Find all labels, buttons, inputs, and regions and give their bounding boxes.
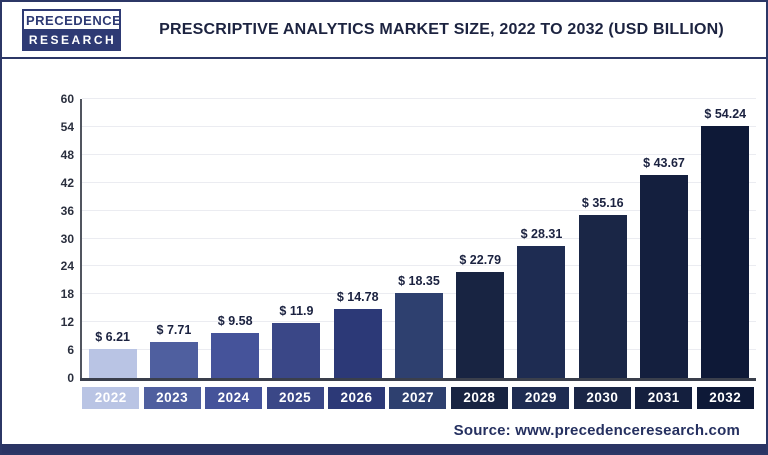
gridline <box>82 153 756 155</box>
x-axis-label-2030: 2030 <box>573 386 631 409</box>
bar-slot: $ 11.9 <box>266 99 327 378</box>
header: PRECEDENCE RESEARCH PRESCRIPTIVE ANALYTI… <box>2 2 766 59</box>
y-axis-tick-label: 12 <box>60 315 74 330</box>
bar-2026 <box>333 309 382 378</box>
x-axis-label-slot: 2026 <box>326 386 387 409</box>
gridline <box>82 181 756 183</box>
bar-2024 <box>211 333 260 378</box>
bar-2022 <box>88 349 137 378</box>
bar-slot: $ 9.58 <box>205 99 266 378</box>
gridline <box>82 98 756 99</box>
bar-value-label: $ 7.71 <box>156 323 192 338</box>
y-axis-tick-label: 36 <box>60 203 74 218</box>
precedence-research-logo: PRECEDENCE RESEARCH <box>22 8 121 51</box>
x-axis-label-2026: 2026 <box>328 386 386 409</box>
bar-value-label: $ 35.16 <box>581 195 624 210</box>
bar-value-label: $ 9.58 <box>217 314 253 329</box>
x-axis-label-slot: 2032 <box>695 386 756 409</box>
bar-2030 <box>578 214 627 378</box>
x-axis-label-slot: 2024 <box>203 386 264 409</box>
bar-value-label: $ 28.31 <box>520 227 563 242</box>
bar-slot: $ 7.71 <box>143 99 204 378</box>
logo-line2: RESEARCH <box>24 30 119 49</box>
bar-slot: $ 6.21 <box>82 99 143 378</box>
x-axis-label-slot: 2025 <box>264 386 325 409</box>
y-axis-tick-label: 42 <box>60 175 74 190</box>
gridline <box>82 237 756 239</box>
x-axis-label-2022: 2022 <box>82 386 140 409</box>
y-axis-tick-label: 24 <box>60 259 74 274</box>
x-axis-label-slot: 2028 <box>449 386 510 409</box>
x-axis-label-2031: 2031 <box>635 386 693 409</box>
x-axis-label-2025: 2025 <box>266 386 324 409</box>
y-axis-tick-label: 18 <box>60 287 74 302</box>
x-axis-label-slot: 2022 <box>80 386 141 409</box>
x-axis-label-2027: 2027 <box>389 386 447 409</box>
source-text: Source: www.precedenceresearch.com <box>453 422 740 439</box>
bar-value-label: $ 18.35 <box>398 273 440 288</box>
x-axis-label-slot: 2027 <box>387 386 448 409</box>
y-axis-tick-label: 60 <box>60 92 74 106</box>
x-axis-label-2029: 2029 <box>512 386 570 409</box>
gridline <box>82 265 756 267</box>
y-axis-tick-label: 48 <box>60 147 74 162</box>
x-axis-label-slot: 2023 <box>141 386 202 409</box>
bar-2031 <box>640 174 689 378</box>
x-axis-label-2032: 2032 <box>696 386 754 409</box>
gridline <box>82 125 756 127</box>
y-axis-tick-label: 30 <box>60 231 74 246</box>
y-axis-tick-label: 54 <box>60 119 74 134</box>
chart-title: PRESCRIPTIVE ANALYTICS MARKET SIZE, 2022… <box>159 20 724 38</box>
x-axis-label-2028: 2028 <box>450 386 508 409</box>
x-axis-label-slot: 2029 <box>510 386 571 409</box>
bar-slot: $ 54.24 <box>695 99 756 378</box>
footer-bar <box>2 444 766 453</box>
bar-value-label: $ 43.67 <box>643 155 685 170</box>
x-axis-label-slot: 2030 <box>572 386 633 409</box>
y-axis-tick-label: 6 <box>67 343 74 358</box>
bar-slot: $ 22.79 <box>450 99 511 378</box>
x-axis-labels: 2022 2023 2024 2025 2026 2027 2028 2029 2030 2031… <box>80 386 756 409</box>
bar-value-label: $ 6.21 <box>95 330 131 345</box>
bars: $ 6.21 $ 7.71 $ 9.58 $ 11.9 $ 14.78 $ 18.35 $ … <box>82 99 756 378</box>
bar-slot: $ 18.35 <box>388 99 449 378</box>
bar-value-label: $ 14.78 <box>336 290 379 305</box>
bar-2027 <box>394 292 443 378</box>
x-axis-label-slot: 2031 <box>633 386 694 409</box>
bar-slot: $ 43.67 <box>633 99 694 378</box>
bar-2025 <box>272 322 321 378</box>
bar-value-label: $ 54.24 <box>704 106 747 121</box>
bar-slot: $ 14.78 <box>327 99 388 378</box>
bar-value-label: $ 11.9 <box>279 303 314 318</box>
bar-2032 <box>701 125 750 378</box>
x-axis-line <box>80 378 756 381</box>
y-axis-tick-labels: 0 6 12 18 24 30 36 42 48 54 60 <box>30 92 74 385</box>
bar-2023 <box>149 342 198 378</box>
x-axis-label-2024: 2024 <box>205 386 263 409</box>
bar-2029 <box>517 246 566 378</box>
bar-slot: $ 35.16 <box>572 99 633 378</box>
bar-2028 <box>456 272 505 378</box>
gridline <box>82 209 756 211</box>
x-axis-label-2023: 2023 <box>143 386 201 409</box>
y-axis-tick-label: 0 <box>67 371 74 385</box>
logo-line1: PRECEDENCE <box>24 10 121 31</box>
bar-slot: $ 28.31 <box>511 99 572 378</box>
plot-area: $ 6.21 $ 7.71 $ 9.58 $ 11.9 $ 14.78 $ 18.35 $ … <box>80 98 756 381</box>
bar-value-label: $ 22.79 <box>459 253 502 268</box>
